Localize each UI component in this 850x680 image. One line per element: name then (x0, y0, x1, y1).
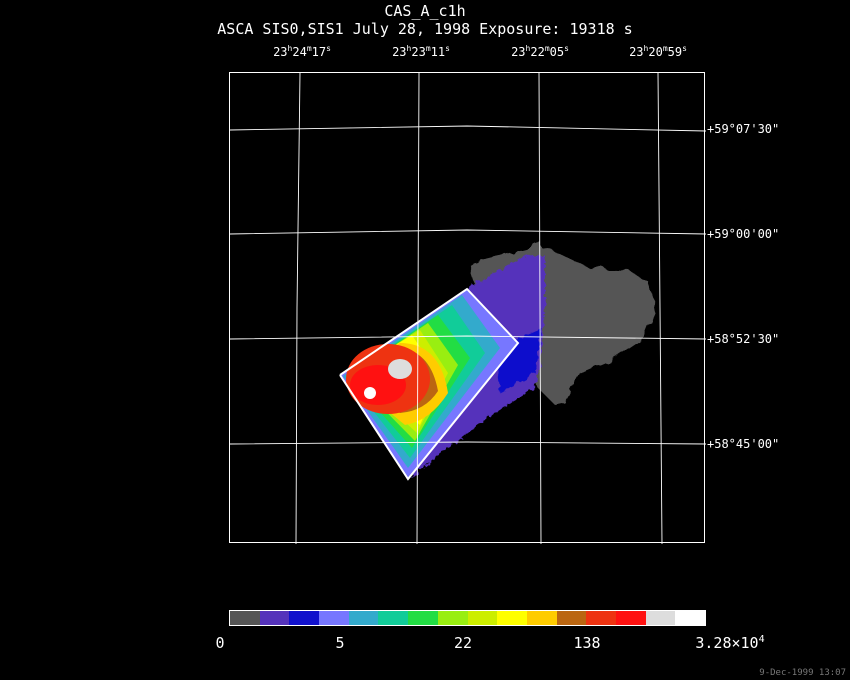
colorbar-swatch-7 (408, 611, 438, 625)
colorbar-swatch-5 (348, 611, 379, 625)
colorbar-swatch-8 (437, 611, 468, 625)
image-subtitle: ASCA SIS0,SIS1 July 28, 1998 Exposure: 1… (217, 20, 633, 38)
colorbar-swatch-2 (259, 611, 290, 625)
colorbar-swatch-11 (526, 611, 557, 625)
colorbar-swatch-4 (319, 611, 349, 625)
dec-label-1: +59°07'30" (707, 122, 780, 136)
ra-label-1: 23h24m17s (273, 44, 331, 59)
colorbar-label-2: 5 (335, 634, 345, 652)
sky-image-panel[interactable] (229, 72, 707, 545)
colorbar (229, 610, 706, 626)
colorbar-swatch-10 (497, 611, 527, 625)
colorbar-swatch-15 (645, 611, 676, 625)
dec-label-3: +58°52'30" (707, 332, 780, 346)
colorbar-label-1: 0 (215, 634, 225, 652)
colorbar-swatch-14 (615, 611, 646, 625)
timestamp: 9-Dec-1999 13:07 (759, 668, 846, 678)
dec-label-4: +58°45'00" (707, 437, 780, 451)
colorbar-swatch-6 (378, 611, 409, 625)
detector-field (339, 287, 520, 481)
colorbar-swatch-9 (467, 611, 498, 625)
colorbar-label-4: 138 (573, 634, 601, 652)
sky-image (229, 72, 707, 545)
image-title: CAS_A_c1h (384, 2, 466, 20)
coordinate-grid (229, 72, 707, 545)
colorbar-label-max: 3.28×104 (695, 634, 765, 652)
colorbar-swatch-16 (675, 611, 705, 625)
ra-label-3: 23h22m05s (511, 44, 569, 59)
colorbar-swatch-3 (289, 611, 320, 625)
ra-label-4: 23h20m59s (629, 44, 687, 59)
colorbar-swatch-1 (230, 611, 260, 625)
colorbar-swatch-12 (556, 611, 587, 625)
ra-label-2: 23h23m11s (392, 44, 450, 59)
colorbar-swatch-13 (586, 611, 616, 625)
dec-label-2: +59°00'00" (707, 227, 780, 241)
colorbar-label-3: 22 (453, 634, 473, 652)
